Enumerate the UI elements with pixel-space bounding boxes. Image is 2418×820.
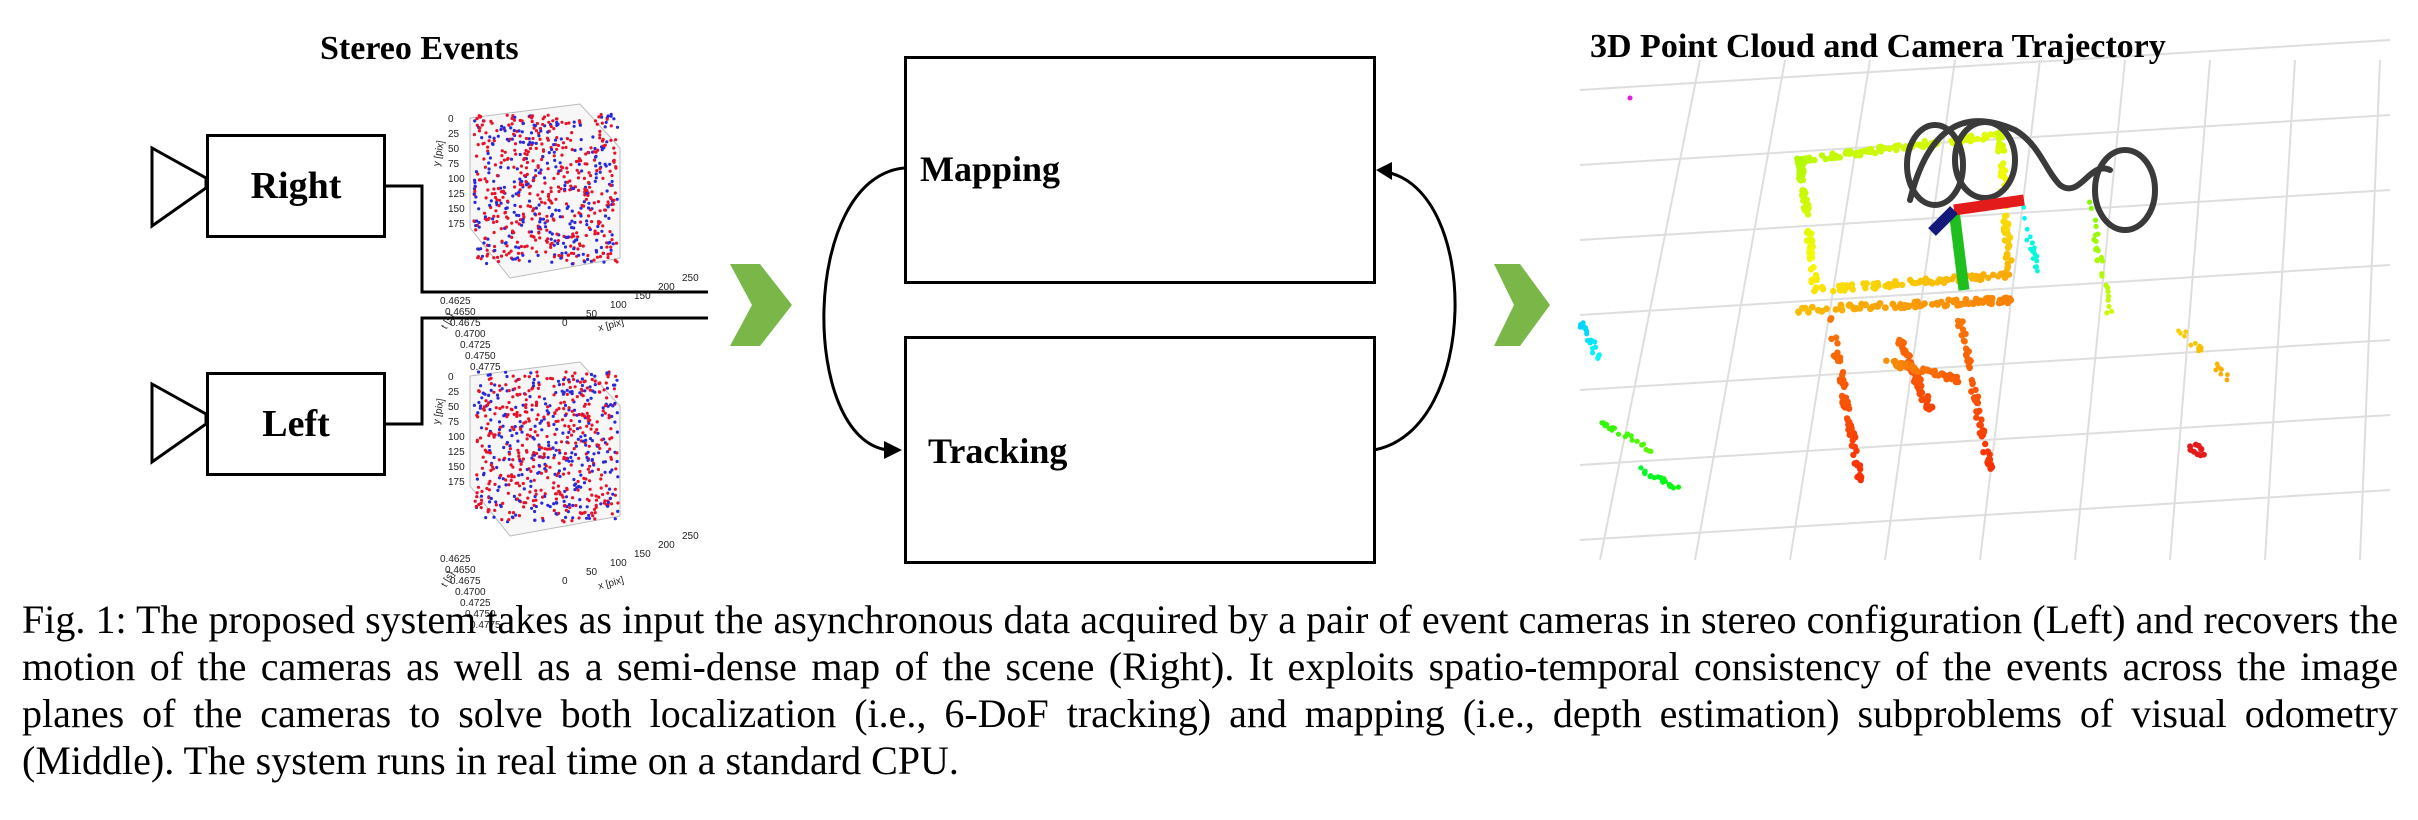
tracking-box bbox=[904, 336, 1376, 564]
plot-tick-label: 0.4625 bbox=[440, 554, 471, 565]
plot-tick-label: 250 bbox=[682, 531, 699, 542]
right-camera-icon bbox=[150, 145, 208, 229]
camera-trajectory bbox=[1904, 118, 2158, 233]
plot-tick-label: 0.4725 bbox=[460, 340, 491, 351]
plot-tick-label: 0.4750 bbox=[465, 609, 496, 620]
camera-axes-icon bbox=[1928, 194, 2025, 291]
plot-tick-label: 0 bbox=[562, 576, 568, 587]
plot-tick-label: 0 bbox=[562, 318, 568, 329]
left-camera-box: Left bbox=[206, 372, 386, 476]
plot-tick-label: 100 bbox=[448, 432, 465, 443]
caption-text: Fig. 1: The proposed system takes as inp… bbox=[22, 597, 2398, 783]
right-camera-box: Right bbox=[206, 134, 386, 238]
plot-tick-label: 0.4725 bbox=[460, 598, 491, 609]
plot-tick-label: 150 bbox=[634, 549, 651, 560]
plot-tick-label: 175 bbox=[448, 477, 465, 488]
plot-tick-label: 100 bbox=[610, 300, 627, 311]
plot-tick-label: 0.4775 bbox=[470, 362, 501, 373]
plot-tick-label: 0.4650 bbox=[445, 307, 476, 318]
tracking-label: Tracking bbox=[928, 431, 1068, 471]
green-arrow-icon bbox=[730, 264, 792, 346]
arrowhead-icon bbox=[884, 441, 902, 459]
plot-tick-label: 0.4775 bbox=[470, 620, 501, 631]
camera-connectors bbox=[380, 184, 708, 426]
plot-tick-label: 150 bbox=[448, 204, 465, 215]
loop-arrows bbox=[822, 166, 1457, 452]
plot-tick-label: 0.4625 bbox=[440, 296, 471, 307]
plot-tick-label: 0 bbox=[448, 114, 454, 125]
point-cloud-view bbox=[1577, 39, 2391, 561]
plot-tick-label: 50 bbox=[586, 309, 598, 320]
plot-tick-label: 100 bbox=[610, 558, 627, 569]
left-camera-icon bbox=[150, 381, 208, 465]
plot-tick-label: 50 bbox=[586, 567, 598, 578]
plot-tick-label: 0.4675 bbox=[450, 576, 481, 587]
plot-tick-label: 0.4700 bbox=[455, 587, 486, 598]
left-event-plot bbox=[469, 361, 621, 537]
plot-tick-label: 75 bbox=[448, 159, 460, 170]
plot-tick-label: 175 bbox=[448, 219, 465, 230]
right-event-plot bbox=[469, 103, 621, 279]
plot-tick-label: 125 bbox=[448, 189, 465, 200]
plot-tick-label: 50 bbox=[448, 144, 460, 155]
plot-tick-label: 0.4675 bbox=[450, 318, 481, 329]
plot-tick-label: 200 bbox=[658, 540, 675, 551]
figure-caption: Fig. 1: The proposed system takes as inp… bbox=[22, 596, 2398, 784]
mapping-label: Mapping bbox=[920, 149, 1061, 189]
plot-tick-label: 0.4750 bbox=[465, 351, 496, 362]
stereo-events-title: Stereo Events bbox=[320, 30, 519, 67]
plot-tick-label: 25 bbox=[448, 129, 460, 140]
plot-tick-label: 250 bbox=[682, 273, 699, 284]
plot-tick-label: 25 bbox=[448, 387, 460, 398]
plot-tick-label: 75 bbox=[448, 417, 460, 428]
plot-tick-label: 200 bbox=[658, 282, 675, 293]
mapping-box bbox=[904, 56, 1376, 284]
arrowhead-icon bbox=[1376, 162, 1392, 180]
plot-tick-label: 0.4700 bbox=[455, 329, 486, 340]
plot-tick-label: 0.4650 bbox=[445, 565, 476, 576]
plot-tick-label: 0 bbox=[448, 372, 454, 383]
right-camera-label: Right bbox=[250, 165, 342, 207]
point-cloud-title: 3D Point Cloud and Camera Trajectory bbox=[1590, 28, 2166, 65]
plot-tick-label: 50 bbox=[448, 402, 460, 413]
plot-tick-label: 150 bbox=[634, 291, 651, 302]
green-arrow-icon bbox=[1494, 264, 1550, 346]
plot-tick-label: 125 bbox=[448, 447, 465, 458]
left-camera-label: Left bbox=[262, 403, 330, 445]
plot-tick-label: 150 bbox=[448, 462, 465, 473]
plot-tick-label: 100 bbox=[448, 174, 465, 185]
